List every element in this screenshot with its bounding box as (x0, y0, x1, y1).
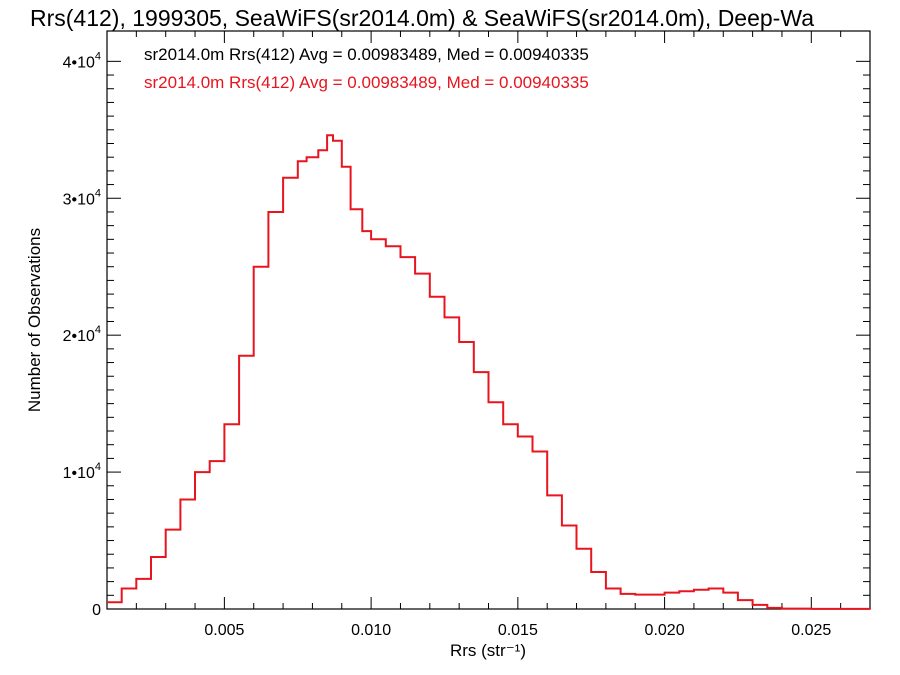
x-tick-label: 0.005 (204, 622, 244, 639)
x-axis-tick-labels: 0.005 0.010 0.015 0.020 0.025 (204, 622, 831, 639)
chart-title: Rrs(412), 1999305, SeaWiFS(sr2014.0m) & … (30, 5, 814, 31)
y-axis-ticks (107, 60, 870, 610)
x-axis-ticks (106, 31, 871, 609)
x-tick-label: 0.020 (645, 622, 685, 639)
x-tick-label: 0.015 (498, 622, 538, 639)
x-axis-label: Rrs (str⁻¹) (450, 641, 526, 660)
x-tick-label: 0.025 (791, 622, 831, 639)
y-tick-label: 3•104 (63, 187, 101, 208)
x-tick-label: 0.010 (351, 622, 391, 639)
legend: sr2014.0m Rrs(412) Avg = 0.00983489, Med… (144, 45, 589, 92)
plot-frame (106, 30, 871, 610)
y-axis-label: Number of Observations (25, 228, 44, 412)
legend-entry: sr2014.0m Rrs(412) Avg = 0.00983489, Med… (144, 45, 589, 64)
y-axis-tick-labels: 0 1•104 2•104 3•104 4•104 (63, 50, 102, 619)
y-tick-label: 2•104 (63, 324, 101, 345)
legend-entry: sr2014.0m Rrs(412) Avg = 0.00983489, Med… (144, 73, 589, 92)
y-tick-label: 0 (92, 602, 101, 619)
series-line (107, 134, 871, 610)
y-tick-label: 1•104 (63, 461, 101, 482)
y-tick-label: 4•104 (63, 50, 101, 71)
